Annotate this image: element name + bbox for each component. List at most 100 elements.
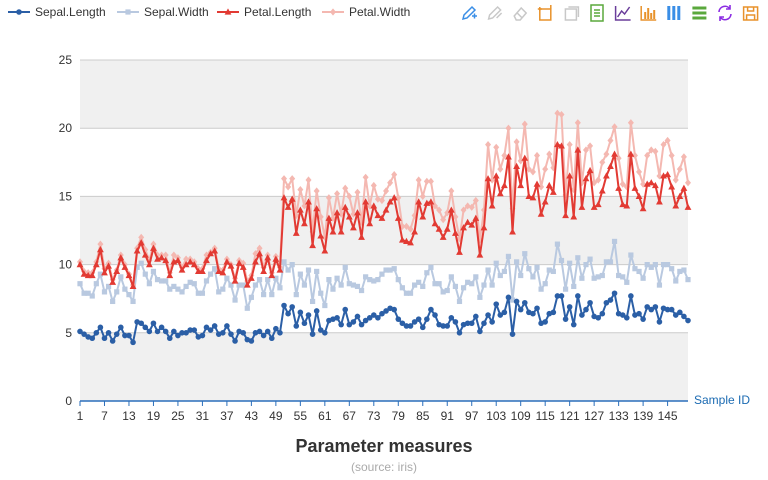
- data-point: [489, 319, 495, 325]
- data-point: [594, 200, 602, 208]
- data-point: [668, 306, 675, 313]
- data-point: [411, 319, 418, 325]
- data-point: [207, 271, 214, 277]
- data-point: [309, 298, 316, 305]
- zoom-box-icon[interactable]: [537, 4, 555, 22]
- data-point: [415, 176, 422, 184]
- save-image-icon[interactable]: [742, 4, 760, 22]
- data-point: [500, 181, 508, 189]
- data-point: [326, 277, 332, 283]
- y-axis: 0 5 10 15 20 25: [59, 53, 73, 408]
- x-tick-label: 31: [196, 409, 210, 423]
- data-point: [293, 323, 300, 329]
- stack-icon[interactable]: [665, 4, 683, 22]
- data-point: [383, 267, 389, 273]
- data-point: [231, 277, 239, 284]
- legend-item[interactable]: Petal.Length: [217, 5, 311, 19]
- data-point: [549, 188, 557, 195]
- x-tick-label: 13: [122, 409, 136, 423]
- data-point: [505, 294, 512, 301]
- series-sepal-width: [77, 238, 691, 311]
- data-point: [313, 205, 321, 212]
- legend-item[interactable]: Petal.Width: [322, 5, 410, 19]
- data-point: [403, 237, 410, 245]
- legend-marker: [224, 8, 232, 15]
- data-point: [183, 283, 189, 290]
- data-point: [163, 278, 169, 284]
- legend-item[interactable]: Sepal.Length: [8, 5, 106, 19]
- data-point: [611, 123, 618, 131]
- data-point: [420, 283, 426, 290]
- clear-mark-icon[interactable]: [486, 4, 504, 22]
- grid-bands: [80, 60, 688, 401]
- data-point: [179, 289, 185, 295]
- data-point: [383, 308, 389, 314]
- data-point: [501, 151, 508, 160]
- bar-chart-icon[interactable]: [639, 4, 657, 22]
- data-point: [81, 331, 87, 337]
- data-point: [488, 202, 496, 209]
- data-point: [125, 271, 133, 279]
- data-point: [571, 283, 577, 290]
- data-point: [415, 198, 423, 205]
- data-point: [595, 176, 602, 184]
- data-point: [191, 327, 198, 333]
- x-axis-name: Sample ID: [694, 393, 750, 407]
- data-point: [244, 305, 250, 311]
- data-point: [309, 331, 316, 337]
- data-point: [501, 309, 508, 316]
- data-point: [138, 233, 145, 241]
- data-point: [497, 312, 504, 318]
- data-point: [676, 192, 684, 199]
- legend-item[interactable]: Sepal.Width: [117, 5, 209, 19]
- y-tick-label: 0: [65, 394, 72, 408]
- data-point: [628, 293, 634, 299]
- data-point: [460, 285, 467, 291]
- data-point: [444, 209, 451, 217]
- data-point: [314, 268, 320, 275]
- data-point: [166, 335, 173, 342]
- data-point: [415, 316, 422, 322]
- data-point: [669, 266, 675, 272]
- data-point: [554, 140, 561, 148]
- data-point: [276, 266, 284, 273]
- data-point: [211, 323, 218, 329]
- data-point: [317, 327, 324, 333]
- data-point: [681, 313, 687, 320]
- data-point: [358, 321, 365, 328]
- data-point: [126, 332, 132, 339]
- x-tick-label: 145: [658, 409, 678, 423]
- zoom-reset-icon[interactable]: [562, 4, 580, 22]
- data-point: [394, 214, 402, 221]
- x-tick-label: 55: [294, 409, 308, 423]
- x-tick-label: 127: [584, 409, 604, 423]
- data-point: [579, 312, 585, 318]
- x-tick-label: 115: [536, 409, 555, 423]
- line-chart-icon[interactable]: [614, 4, 632, 22]
- data-point: [350, 210, 357, 218]
- data-point: [375, 314, 381, 321]
- eraser-icon[interactable]: [511, 4, 529, 22]
- data-point: [607, 297, 614, 303]
- data-point: [268, 335, 275, 342]
- data-view-icon[interactable]: [588, 4, 606, 22]
- data-point: [97, 324, 104, 331]
- data-point: [407, 323, 414, 329]
- data-point: [383, 187, 390, 195]
- restore-icon[interactable]: [716, 4, 734, 22]
- tiled-icon[interactable]: [690, 4, 708, 22]
- data-point: [570, 213, 578, 220]
- data-point: [285, 183, 292, 191]
- data-point: [297, 271, 303, 277]
- data-point: [530, 310, 536, 317]
- x-tick-label: 97: [465, 409, 479, 423]
- data-point: [469, 281, 475, 287]
- data-point: [378, 196, 385, 205]
- grid-band: [80, 196, 688, 265]
- data-point: [305, 176, 312, 184]
- data-point: [647, 179, 655, 186]
- mark-pen-icon[interactable]: [460, 4, 478, 22]
- data-point: [518, 272, 524, 279]
- data-point: [636, 168, 643, 176]
- data-point: [447, 206, 455, 213]
